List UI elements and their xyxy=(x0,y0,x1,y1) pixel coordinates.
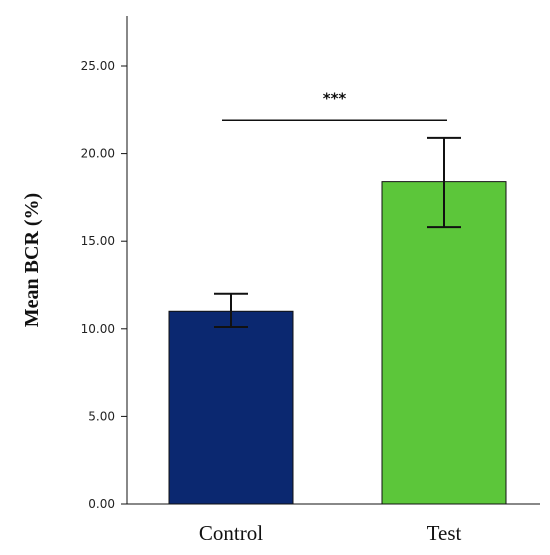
y-tick-label: 0.00 xyxy=(88,497,115,511)
x-tick-labels: Control Test xyxy=(199,521,462,545)
y-tick-label: 15.00 xyxy=(81,234,115,248)
x-tick-label-control: Control xyxy=(199,521,263,545)
significance-stars: *** xyxy=(323,89,347,107)
x-tick-label-test: Test xyxy=(427,521,462,545)
error-bar-test xyxy=(427,136,461,229)
significance-annotation: *** xyxy=(222,89,447,122)
bars xyxy=(168,181,507,505)
y-axis-label: Mean BCR (%) xyxy=(21,193,43,327)
y-tick-label: 10.00 xyxy=(81,322,115,336)
y-tick-label: 25.00 xyxy=(81,59,115,73)
y-tick-label: 20.00 xyxy=(81,147,115,161)
bar-test xyxy=(381,181,507,505)
y-ticks: 0.00 5.00 10.00 15.00 20.00 25.00 xyxy=(81,59,127,511)
error-bars xyxy=(214,136,461,329)
error-bar-control xyxy=(214,292,248,329)
y-tick-label: 5.00 xyxy=(88,409,115,423)
bar-control xyxy=(168,310,294,505)
